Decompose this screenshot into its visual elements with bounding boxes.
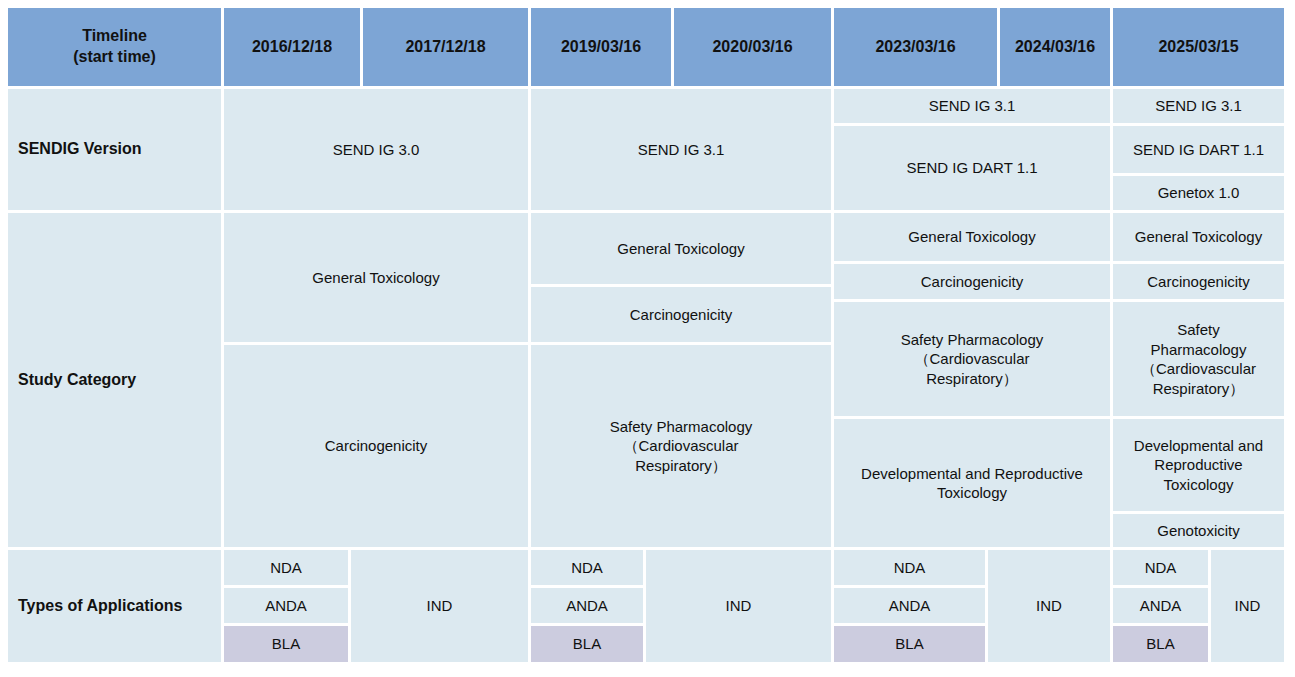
anda-cell: ANDA bbox=[531, 588, 643, 623]
sendig-2023-2024-stack: SEND IG 3.1 SEND IG DART 1.1 bbox=[834, 89, 1110, 210]
nda-anda-bla-stack: NDA ANDA BLA bbox=[834, 550, 985, 662]
safety-pharmacology-cell: Safety Pharmacology （Cardiovascular Resp… bbox=[531, 345, 831, 547]
send-ig-3-1-cell: SEND IG 3.1 bbox=[1113, 89, 1284, 123]
date-header-2025: 2025/03/15 bbox=[1113, 8, 1284, 86]
date-header-2016: 2016/12/18 bbox=[224, 8, 360, 86]
anda-cell: ANDA bbox=[834, 588, 985, 623]
sendig-version-row-label: SENDIG Version bbox=[8, 89, 221, 210]
general-toxicology-cell: General Toxicology bbox=[834, 213, 1110, 261]
nda-anda-bla-stack: NDA ANDA BLA bbox=[224, 550, 348, 662]
send-ig-3-1-cell: SEND IG 3.1 bbox=[834, 89, 1110, 123]
date-header-2020: 2020/03/16 bbox=[674, 8, 831, 86]
general-toxicology-cell: General Toxicology bbox=[224, 213, 528, 342]
applications-group-2023-2024: NDA ANDA BLA IND bbox=[834, 550, 1110, 662]
sendig-version-row: SENDIG Version SEND IG 3.0 SEND IG 3.1 S… bbox=[8, 89, 1284, 210]
nda-cell: NDA bbox=[531, 550, 643, 585]
general-toxicology-cell: General Toxicology bbox=[531, 213, 831, 284]
nda-anda-bla-stack: NDA ANDA BLA bbox=[1113, 550, 1208, 662]
applications-row-label: Types of Applications bbox=[8, 550, 221, 662]
nda-anda-bla-stack: NDA ANDA BLA bbox=[531, 550, 643, 662]
safety-pharmacology-cell: Safety Pharmacology （Cardiovascular Resp… bbox=[1113, 302, 1284, 416]
genotoxicity-cell: Genotoxicity bbox=[1113, 514, 1284, 547]
study-category-row: Study Category General Toxicology Carcin… bbox=[8, 213, 1284, 547]
applications-group-2016-2017: NDA ANDA BLA IND bbox=[224, 550, 528, 662]
dart-toxicology-cell: Developmental and Reproductive Toxicolog… bbox=[1113, 419, 1284, 511]
bla-cell: BLA bbox=[1113, 626, 1208, 662]
ind-cell: IND bbox=[1211, 550, 1284, 662]
sendig-timeline-table: Timeline (start time) 2016/12/18 2017/12… bbox=[8, 8, 1284, 662]
carcinogenicity-cell: Carcinogenicity bbox=[1113, 264, 1284, 299]
timeline-header-cell: Timeline (start time) bbox=[8, 8, 221, 86]
anda-cell: ANDA bbox=[224, 588, 348, 623]
date-header-2023: 2023/03/16 bbox=[834, 8, 997, 86]
nda-cell: NDA bbox=[224, 550, 348, 585]
bla-cell: BLA bbox=[834, 626, 985, 662]
study-2023-2024-stack: General Toxicology Carcinogenicity Safet… bbox=[834, 213, 1110, 547]
ind-cell: IND bbox=[351, 550, 528, 662]
dart-toxicology-cell: Developmental and Reproductive Toxicolog… bbox=[834, 419, 1110, 547]
send-ig-dart-cell: SEND IG DART 1.1 bbox=[834, 126, 1110, 210]
date-header-2024: 2024/03/16 bbox=[1000, 8, 1110, 86]
general-toxicology-cell: General Toxicology bbox=[1113, 213, 1284, 261]
bla-cell: BLA bbox=[224, 626, 348, 662]
study-category-row-label: Study Category bbox=[8, 213, 221, 547]
send-ig-3-1-cell: SEND IG 3.1 bbox=[531, 89, 831, 210]
send-ig-3-0-cell: SEND IG 3.0 bbox=[224, 89, 528, 210]
carcinogenicity-cell: Carcinogenicity bbox=[531, 287, 831, 342]
ind-cell: IND bbox=[988, 550, 1110, 662]
header-row: Timeline (start time) 2016/12/18 2017/12… bbox=[8, 8, 1284, 86]
bla-cell: BLA bbox=[531, 626, 643, 662]
safety-pharmacology-cell: Safety Pharmacology （Cardiovascular Resp… bbox=[834, 302, 1110, 416]
study-2025-stack: General Toxicology Carcinogenicity Safet… bbox=[1113, 213, 1284, 547]
study-2019-2020-stack: General Toxicology Carcinogenicity Safet… bbox=[531, 213, 831, 547]
nda-cell: NDA bbox=[1113, 550, 1208, 585]
ind-cell: IND bbox=[646, 550, 831, 662]
carcinogenicity-cell: Carcinogenicity bbox=[224, 345, 528, 547]
applications-row: Types of Applications NDA ANDA BLA IND N… bbox=[8, 550, 1284, 662]
sendig-2025-stack: SEND IG 3.1 SEND IG DART 1.1 Genetox 1.0 bbox=[1113, 89, 1284, 210]
date-header-2017: 2017/12/18 bbox=[363, 8, 528, 86]
anda-cell: ANDA bbox=[1113, 588, 1208, 623]
send-ig-dart-cell: SEND IG DART 1.1 bbox=[1113, 126, 1284, 173]
nda-cell: NDA bbox=[834, 550, 985, 585]
date-header-2019: 2019/03/16 bbox=[531, 8, 671, 86]
applications-group-2019-2020: NDA ANDA BLA IND bbox=[531, 550, 831, 662]
applications-group-2025: NDA ANDA BLA IND bbox=[1113, 550, 1284, 662]
study-2016-2017-stack: General Toxicology Carcinogenicity bbox=[224, 213, 528, 547]
genetox-cell: Genetox 1.0 bbox=[1113, 176, 1284, 210]
carcinogenicity-cell: Carcinogenicity bbox=[834, 264, 1110, 299]
